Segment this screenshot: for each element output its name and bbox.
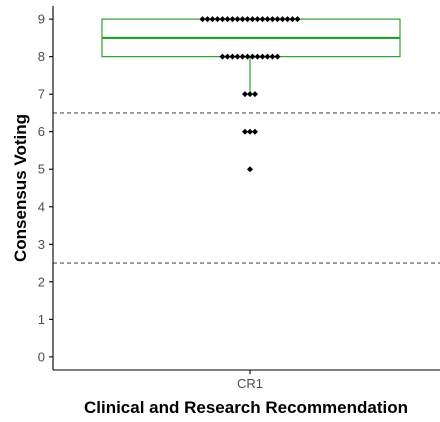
data-point-5 [247,166,253,173]
y-tick-label-7: 7 [38,87,45,102]
data-point-9 [244,16,251,23]
data-point-6 [247,128,253,135]
data-point-8 [254,53,261,60]
data-point-8 [269,53,276,60]
data-point-8 [244,53,251,60]
data-point-8 [219,53,226,60]
data-point-9 [284,16,291,23]
y-tick-label-8: 8 [38,49,45,64]
data-point-9 [209,16,216,23]
data-point-9 [274,16,281,23]
data-point-8 [239,53,246,60]
dot-points [199,16,301,173]
data-point-9 [279,16,286,23]
data-point-8 [259,53,266,60]
data-point-9 [224,16,231,23]
data-point-7 [252,91,258,98]
data-point-9 [214,16,221,23]
y-tick-label-6: 6 [38,124,45,139]
data-point-9 [254,16,261,23]
data-point-9 [219,16,226,23]
data-point-9 [234,16,241,23]
y-tick-label-5: 5 [38,162,45,177]
data-point-8 [249,53,256,60]
data-point-8 [274,53,281,60]
data-point-9 [199,16,206,23]
data-point-9 [229,16,236,23]
data-point-6 [252,128,258,135]
data-point-6 [242,128,248,135]
data-point-9 [269,16,276,23]
y-axis-title: Consensus Voting [11,114,30,262]
data-point-9 [204,16,211,23]
y-tick-label-1: 1 [38,312,45,327]
data-point-9 [259,16,266,23]
data-point-7 [242,91,248,98]
y-tick-label-2: 2 [38,274,45,289]
data-point-9 [289,16,296,23]
data-point-7 [247,91,253,98]
data-point-8 [234,53,241,60]
x-tick-label-CR1: CR1 [237,376,263,391]
data-point-8 [264,53,271,60]
data-point-9 [249,16,256,23]
y-tick-label-0: 0 [38,349,45,364]
y-tick-label-4: 4 [38,199,45,214]
data-point-8 [229,53,236,60]
data-point-9 [264,16,271,23]
axes: 0 1 2 3 4 5 6 7 8 9 CR1 [38,6,440,391]
data-point-8 [224,53,231,60]
y-tick-label-3: 3 [38,237,45,252]
reference-lines [53,112,440,264]
x-axis-title: Clinical and Research Recommendation [84,398,408,417]
data-point-9 [239,16,246,23]
y-tick-label-9: 9 [38,12,45,27]
data-point-9 [294,16,301,23]
